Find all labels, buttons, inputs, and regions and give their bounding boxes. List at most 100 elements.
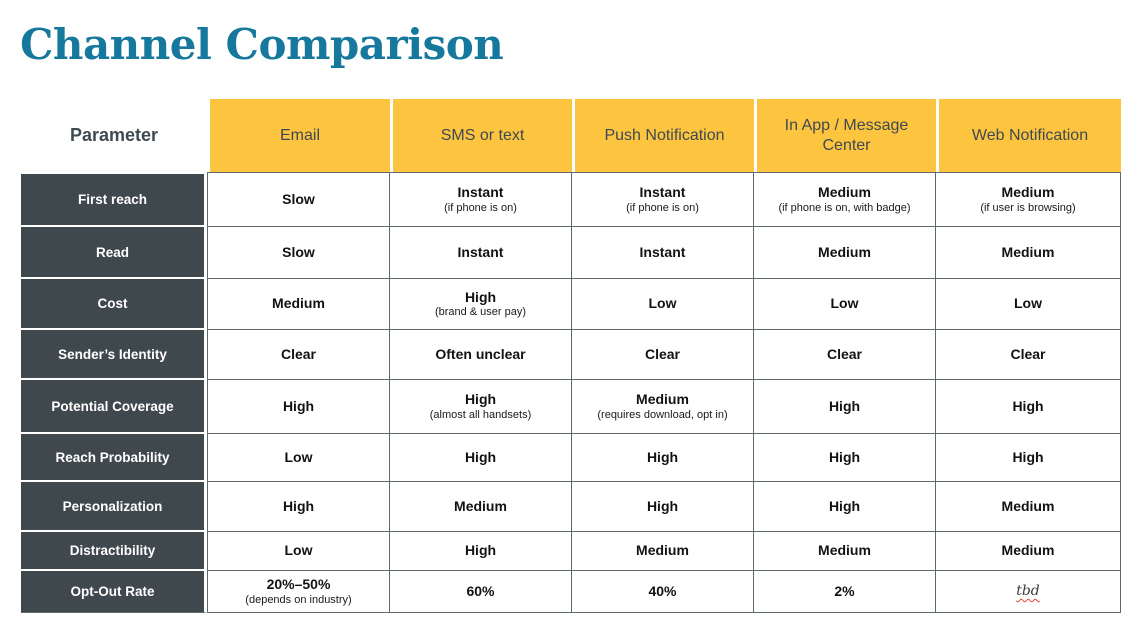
page-title: Channel Comparison [20,20,504,69]
comparison-table: Parameter Email SMS or text Push Notific… [21,99,1121,613]
cell-value: High [828,448,861,465]
column-header-web: Web Notification [936,99,1121,172]
table-cell: 2% [754,571,936,613]
cell-value: High [828,497,861,514]
column-header-push: Push Notification [572,99,754,172]
cell-value: High [646,448,679,465]
table-cell: Medium [754,227,936,279]
table-cell: Often unclear [390,330,572,380]
cell-value: High [1012,448,1044,465]
cell-value: Clear [644,345,681,362]
cell-value: Instant [639,243,686,260]
cell-value: Medium [1001,184,1055,201]
table-cell: Clear [572,330,754,380]
table-cell: Clear [754,330,936,380]
table-cell: High (almost all handsets) [390,380,572,434]
row-label-personalization: Personalization [21,482,207,532]
table-cell: High [754,434,936,482]
table-cell: High [754,380,936,434]
table-cell: Medium (if user is browsing) [936,172,1121,227]
cell-note: (if phone is on) [444,201,517,214]
cell-value: High [828,397,861,414]
cell-note: (if phone is on) [626,201,699,214]
table-cell: Medium [572,532,754,571]
row-label-opt-out-rate: Opt-Out Rate [21,571,207,613]
table-cell: High [207,482,390,532]
cell-value: 20%–50% [266,576,331,593]
row-label-reach-probability: Reach Probability [21,434,207,482]
row-label-senders-identity: Sender’s Identity [21,330,207,380]
table-cell: Instant (if phone is on) [572,172,754,227]
cell-value: Low [830,295,859,312]
cell-value: High [464,288,497,305]
cell-value: High [464,391,497,408]
row-label-cost: Cost [21,279,207,330]
cell-value: Slow [282,243,315,260]
table-cell: Low [207,434,390,482]
table-cell: 40% [572,571,754,613]
cell-value: Clear [826,345,863,362]
cell-note: (if user is browsing) [980,201,1076,214]
cell-value: Medium [818,542,871,559]
table-cell: High [936,380,1121,434]
cell-value: Often unclear [435,345,526,362]
table-cell: High (brand & user pay) [390,279,572,330]
table-cell: High [572,482,754,532]
cell-value: Medium [636,391,689,408]
table-cell: Clear [207,330,390,380]
table-cell: 60% [390,571,572,613]
table-cell: Low [572,279,754,330]
table-cell: tbd [936,571,1121,613]
table-cell: Medium [390,482,572,532]
table-cell: Instant [390,227,572,279]
table-cell: Low [936,279,1121,330]
cell-value: Medium [818,184,871,201]
table-cell: Medium [207,279,390,330]
cell-value: Instant [639,184,686,201]
table-cell: High [754,482,936,532]
cell-value: Low [648,295,677,312]
cell-value: High [282,397,315,414]
cell-value: Instant [457,243,504,260]
cell-value: Low [1014,295,1042,312]
cell-value: Medium [454,497,507,514]
cell-value: Instant [457,184,504,201]
table-cell: Slow [207,227,390,279]
cell-value: High [464,448,497,465]
table-cell: Medium [754,532,936,571]
cell-value: Clear [1010,345,1046,362]
table-cell: Medium (requires download, opt in) [572,380,754,434]
cell-value: Low [284,542,313,559]
row-label-first-reach: First reach [21,172,207,227]
column-header-sms: SMS or text [390,99,572,172]
table-cell: Clear [936,330,1121,380]
table-cell: High [572,434,754,482]
table-cell: High [390,532,572,571]
row-label-read: Read [21,227,207,279]
cell-value: High [282,497,315,514]
cell-value: Medium [1001,243,1055,260]
table-cell: High [390,434,572,482]
cell-value: Medium [1001,542,1055,559]
table-cell: Medium [936,482,1121,532]
cell-value: High [464,542,497,559]
cell-value: 2% [834,582,855,599]
cell-note: (if phone is on, with badge) [778,201,911,214]
row-label-distractibility: Distractibility [21,532,207,571]
column-header-inapp: In App / Message Center [754,99,936,172]
cell-value: Low [284,448,313,465]
table-cell: High [207,380,390,434]
table-cell: Instant (if phone is on) [390,172,572,227]
table-cell: Instant [572,227,754,279]
cell-value: 40% [648,582,677,599]
cell-value: Medium [272,295,325,312]
table-cell: Low [207,532,390,571]
cell-note: (almost all handsets) [429,408,532,421]
cell-value: Slow [282,190,315,207]
cell-value: Medium [818,243,871,260]
cell-note: (brand & user pay) [434,306,527,319]
cell-note: (requires download, opt in) [597,408,728,421]
table-cell: High [936,434,1121,482]
cell-value: Medium [636,542,689,559]
cell-value-tbd: tbd [1016,582,1040,599]
